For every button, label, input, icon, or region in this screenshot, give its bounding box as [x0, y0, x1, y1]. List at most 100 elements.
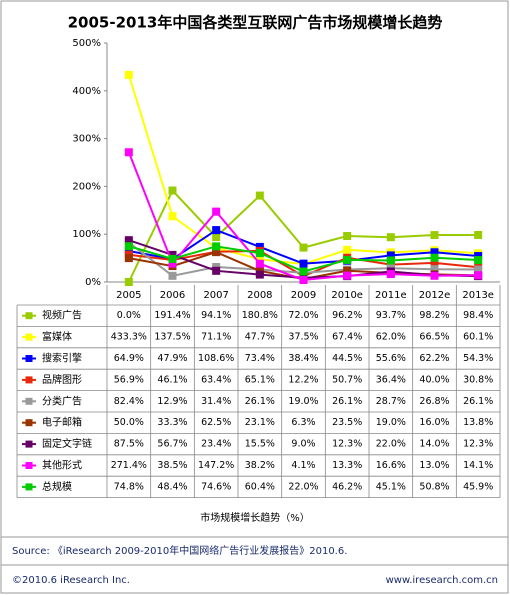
y-tick-label: 200%: [72, 181, 101, 192]
point: [212, 233, 221, 242]
table-cell: 14.1%: [463, 460, 493, 471]
table-cell: 50.0%: [114, 417, 144, 428]
table-cell: 9.0%: [291, 439, 315, 450]
table-cell: 4.1%: [291, 460, 315, 471]
table-cell: 50.8%: [419, 481, 449, 492]
point: [255, 270, 264, 279]
table-cell: 28.7%: [376, 396, 406, 407]
table-cell: 98.2%: [419, 310, 449, 321]
point: [386, 251, 395, 260]
point: [343, 232, 352, 241]
point: [255, 259, 264, 268]
table-cell: 137.5%: [154, 332, 190, 343]
legend-marker: [25, 440, 33, 448]
table-cell: 15.5%: [245, 439, 275, 450]
chart-title: 2005-2013年中国各类型互联网广告市场规模增长趋势: [68, 14, 443, 32]
point: [124, 70, 133, 79]
table-cell: 40.0%: [419, 374, 449, 385]
table-cell: 26.1%: [332, 396, 362, 407]
table-cell: 38.5%: [157, 460, 187, 471]
table-cell: 96.2%: [332, 310, 362, 321]
x-tick-label: 2010e: [331, 290, 363, 301]
point: [212, 266, 221, 275]
legend-marker: [25, 355, 33, 362]
table-cell: 271.4%: [111, 460, 147, 471]
legend-marker: [25, 483, 33, 491]
table-cell: 56.7%: [157, 439, 187, 450]
table-cell: 60.4%: [245, 481, 275, 492]
point: [255, 255, 264, 264]
point: [474, 271, 483, 280]
table-cell: 71.1%: [201, 332, 231, 343]
point: [430, 265, 439, 274]
point: [255, 191, 264, 200]
y-tick-label: 400%: [72, 86, 101, 97]
point: [474, 230, 483, 239]
table-cell: 62.0%: [376, 332, 406, 343]
point: [168, 254, 177, 263]
source: Source: 《iResearch 2009-2010年中国网络广告行业发展报…: [12, 544, 347, 557]
legend-label: 其他形式: [42, 459, 82, 472]
table-cell: 12.3%: [463, 439, 493, 450]
table-cell: 31.4%: [201, 396, 231, 407]
table-cell: 47.7%: [245, 332, 275, 343]
table-cell: 54.3%: [463, 353, 493, 364]
table-cell: 38.2%: [245, 460, 275, 471]
legend-label: 电子邮箱: [42, 416, 82, 429]
table-cell: 94.1%: [201, 310, 231, 321]
table-cell: 55.6%: [376, 353, 406, 364]
x-tick-label: 2012e: [419, 290, 451, 301]
table-cell: 12.2%: [288, 374, 318, 385]
table-cell: 73.4%: [245, 353, 275, 364]
table-cell: 16.6%: [376, 460, 406, 471]
table-cell: 50.7%: [332, 374, 362, 385]
point: [299, 276, 308, 285]
table-cell: 72.0%: [288, 310, 318, 321]
point: [212, 242, 221, 251]
legend-label: 搜索引擎: [42, 352, 82, 365]
table-cell: 67.4%: [332, 332, 362, 343]
y-tick-label: 300%: [72, 134, 101, 145]
table-cell: 22.0%: [376, 439, 406, 450]
legend-label: 分类广告: [42, 394, 82, 407]
x-tick-label: 2007: [203, 290, 228, 301]
point: [299, 243, 308, 252]
point: [343, 266, 352, 275]
point: [124, 242, 133, 251]
table-cell: 38.4%: [288, 353, 318, 364]
table-cell: 93.7%: [376, 310, 406, 321]
table-cell: 19.0%: [376, 417, 406, 428]
table-cell: 65.1%: [245, 374, 275, 385]
table-cell: 60.1%: [463, 332, 493, 343]
table-cell: 16.0%: [419, 417, 449, 428]
table-cell: 23.5%: [332, 417, 362, 428]
table-cell: 26.1%: [463, 396, 493, 407]
point: [168, 259, 177, 268]
legend-marker: [25, 376, 33, 384]
table-cell: 98.4%: [463, 310, 493, 321]
table-cell: 147.2%: [198, 460, 234, 471]
table-cell: 26.8%: [419, 396, 449, 407]
point: [474, 265, 483, 274]
point: [430, 253, 439, 262]
legend-label: 品牌图形: [42, 373, 82, 386]
table-cell: 23.1%: [245, 417, 275, 428]
point: [343, 271, 352, 280]
legend-marker: [25, 462, 33, 469]
footer-left: ©2010.6 iResearch Inc.: [12, 575, 130, 586]
point: [124, 148, 133, 157]
table-cell: 62.2%: [419, 353, 449, 364]
legend-label: 视频广告: [42, 309, 82, 322]
table-cell: 82.4%: [114, 396, 144, 407]
table-cell: 74.8%: [114, 481, 144, 492]
table-cell: 87.5%: [114, 439, 144, 450]
footer-right: www.iresearch.com.cn: [386, 575, 498, 586]
table-cell: 22.0%: [288, 481, 318, 492]
legend-label: 富媒体: [42, 330, 72, 343]
point: [212, 248, 221, 257]
point: [386, 270, 395, 279]
table-cell: 47.9%: [157, 353, 187, 364]
y-tick-label: 100%: [72, 229, 101, 240]
x-tick-label: 2008: [247, 290, 272, 301]
